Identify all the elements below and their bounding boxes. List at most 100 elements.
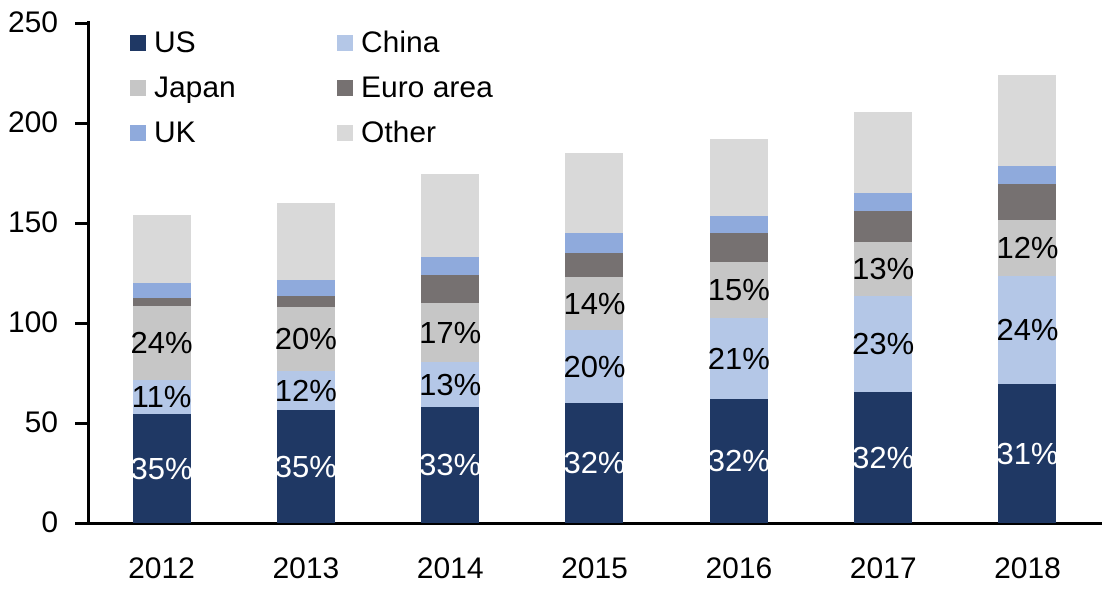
bar-label-japan-2013: 20% xyxy=(274,321,337,356)
legend-label-euro-area: Euro area xyxy=(361,70,493,104)
bar-segment-uk-2013 xyxy=(276,280,335,296)
bar-label-us-2015: 32% xyxy=(563,445,626,480)
bar-segment-other-2013 xyxy=(276,203,335,280)
legend-swatch-euro-area xyxy=(337,79,353,96)
bar-segment-uk-2012 xyxy=(132,283,191,298)
bar-segment-euro-area-2017 xyxy=(854,211,913,242)
bar-segment-china-2016 xyxy=(709,318,768,399)
y-axis-tick-0 xyxy=(75,521,88,525)
bar-segment-us-2014 xyxy=(421,407,480,523)
bar-segment-uk-2016 xyxy=(709,216,768,233)
bar-segment-other-2014 xyxy=(421,174,480,257)
bar-segment-uk-2014 xyxy=(421,257,480,275)
bar-segment-euro-area-2015 xyxy=(565,253,624,277)
bar-label-china-2016: 21% xyxy=(707,340,770,376)
y-axis-tick-150 xyxy=(75,221,88,225)
bar-segment-uk-2015 xyxy=(565,233,624,253)
y-axis-label-50: 50 xyxy=(24,406,58,439)
legend-item-china: China xyxy=(337,20,493,65)
legend-swatch-japan xyxy=(130,79,146,96)
bar-segment-china-2012 xyxy=(132,380,191,414)
bar-segment-other-2015 xyxy=(565,153,624,233)
legend-label-china: China xyxy=(361,25,440,59)
bar-segment-china-2014 xyxy=(421,362,480,407)
bar-segment-japan-2013 xyxy=(276,307,335,371)
bar-segment-japan-2012 xyxy=(132,306,191,380)
legend-swatch-other xyxy=(337,124,353,141)
legend-label-uk: UK xyxy=(154,115,196,149)
y-axis-tick-50 xyxy=(75,421,88,425)
bar-segment-euro-area-2012 xyxy=(132,298,191,306)
bar-label-china-2017: 23% xyxy=(852,326,915,361)
x-axis-label-2014: 2014 xyxy=(416,552,484,585)
legend-item-japan: Japan xyxy=(130,65,337,110)
bar-segment-uk-2017 xyxy=(854,193,913,211)
legend-label-japan: Japan xyxy=(154,70,236,104)
bar-label-japan-2015: 14% xyxy=(563,285,626,321)
bar-segment-us-2012 xyxy=(132,414,191,523)
bar-segment-us-2017 xyxy=(854,392,913,523)
legend-item-other: Other xyxy=(337,110,493,155)
bar-segment-euro-area-2013 xyxy=(276,296,335,307)
bar-label-us-2013: 35% xyxy=(274,448,337,484)
y-axis-label-150: 150 xyxy=(7,206,58,239)
bar-label-japan-2012: 24% xyxy=(130,325,193,360)
bar-label-japan-2016: 15% xyxy=(707,272,770,307)
bar-segment-japan-2018 xyxy=(998,220,1057,276)
bar-segment-china-2017 xyxy=(854,296,913,392)
bar-label-japan-2017: 13% xyxy=(852,251,915,286)
bar-segment-euro-area-2016 xyxy=(709,233,768,262)
y-axis-tick-200 xyxy=(75,121,88,125)
x-axis-label-2015: 2015 xyxy=(561,552,628,585)
bar-label-us-2012: 35% xyxy=(130,450,193,486)
x-axis-label-2013: 2013 xyxy=(272,552,340,585)
legend-label-other: Other xyxy=(361,115,437,149)
legend-item-uk: UK xyxy=(130,110,337,155)
bar-label-china-2012: 11% xyxy=(131,379,192,414)
bar-segment-uk-2018 xyxy=(998,166,1057,184)
bar-segment-china-2018 xyxy=(998,276,1057,384)
bar-label-us-2014: 33% xyxy=(419,447,482,482)
y-axis-tick-250 xyxy=(75,21,88,25)
bar-segment-japan-2017 xyxy=(854,242,913,296)
x-axis-line xyxy=(87,522,1102,525)
legend-swatch-uk xyxy=(130,124,146,141)
bar-segment-euro-area-2014 xyxy=(421,275,480,303)
bar-label-china-2013: 12% xyxy=(274,372,337,408)
legend-item-euro-area: Euro area xyxy=(337,65,493,110)
y-axis-line xyxy=(87,21,90,525)
bar-segment-china-2013 xyxy=(276,371,335,410)
bar-label-us-2016: 32% xyxy=(707,443,770,478)
x-axis-label-2018: 2018 xyxy=(994,552,1061,585)
bar-label-japan-2018: 12% xyxy=(996,230,1059,265)
bar-label-china-2015: 20% xyxy=(563,348,626,384)
legend-swatch-us xyxy=(130,34,146,51)
y-axis-label-200: 200 xyxy=(7,106,58,139)
legend-item-us: US xyxy=(130,20,337,65)
bar-segment-other-2016 xyxy=(709,139,768,216)
bar-segment-other-2018 xyxy=(998,75,1057,166)
bar-segment-us-2018 xyxy=(998,384,1057,523)
bar-segment-us-2015 xyxy=(565,403,624,523)
bar-label-us-2018: 31% xyxy=(996,435,1059,471)
x-axis-label-2016: 2016 xyxy=(705,552,773,585)
y-axis-label-250: 250 xyxy=(7,6,58,39)
bar-label-us-2017: 32% xyxy=(852,439,915,475)
bar-segment-japan-2014 xyxy=(421,303,480,362)
y-axis-tick-100 xyxy=(75,321,88,325)
bar-segment-china-2015 xyxy=(565,330,624,403)
legend-label-us: US xyxy=(154,25,196,59)
bar-segment-other-2012 xyxy=(132,215,191,283)
legend-swatch-china xyxy=(337,34,353,51)
bar-segment-other-2017 xyxy=(854,112,913,193)
bar-label-china-2014: 13% xyxy=(419,366,482,402)
chart-legend: US China Japan Euro area UK Other xyxy=(130,20,493,155)
bar-segment-japan-2016 xyxy=(709,262,768,318)
bar-label-china-2018: 24% xyxy=(996,312,1059,347)
bar-segment-us-2013 xyxy=(276,410,335,523)
y-axis-label-0: 0 xyxy=(41,506,58,539)
bar-label-japan-2014: 17% xyxy=(419,314,482,350)
bar-segment-us-2016 xyxy=(709,399,768,523)
x-axis-label-2012: 2012 xyxy=(128,552,195,585)
